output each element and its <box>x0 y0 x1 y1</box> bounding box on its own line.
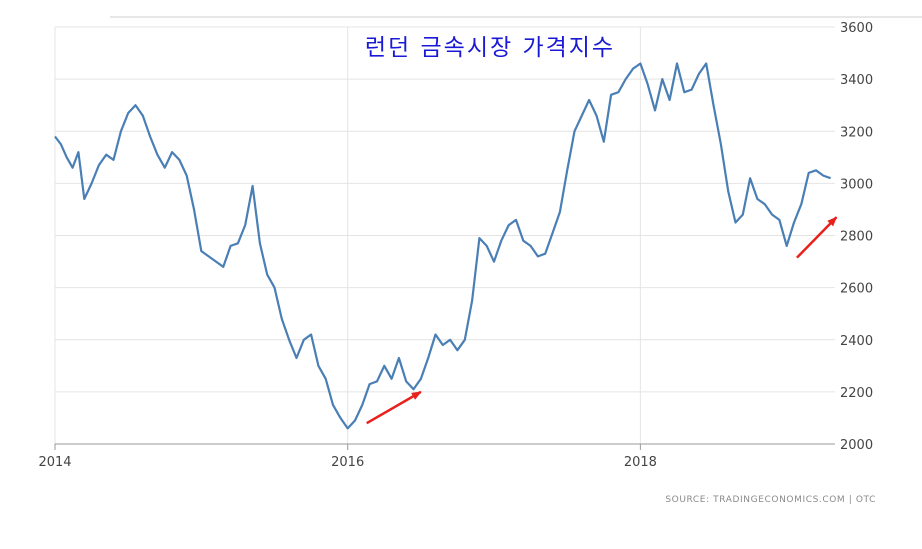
x-axis: 2014 2016 2018 <box>38 443 835 470</box>
y-tick-label: 2000 <box>840 438 873 453</box>
y-tick-label: 3600 <box>840 21 873 36</box>
grid-lines <box>54 26 835 444</box>
y-tick-label: 2200 <box>840 386 873 401</box>
x-tick-label: 2018 <box>624 455 657 470</box>
source-credit: SOURCE: TRADINGECONOMICS.COM | OTC <box>665 495 876 505</box>
y-axis: 3600 3400 3200 3000 2800 2600 2400 2200 2000 <box>840 21 873 453</box>
y-tick-label: 3400 <box>840 73 873 88</box>
y-tick-label: 3200 <box>840 125 873 140</box>
x-tick-label: 2016 <box>331 455 364 470</box>
x-tick-label: 2014 <box>38 455 71 470</box>
y-tick-label: 2800 <box>840 230 873 245</box>
series-line <box>54 62 831 430</box>
annotation-arrows <box>366 216 838 425</box>
chart-title: 런던 금속시장 가격지수 <box>365 35 615 61</box>
annotation-arrow <box>796 216 838 259</box>
y-tick-label: 3000 <box>840 177 873 192</box>
y-tick-label: 2600 <box>840 282 873 297</box>
annotation-arrow <box>366 390 422 425</box>
y-tick-label: 2400 <box>840 334 873 349</box>
